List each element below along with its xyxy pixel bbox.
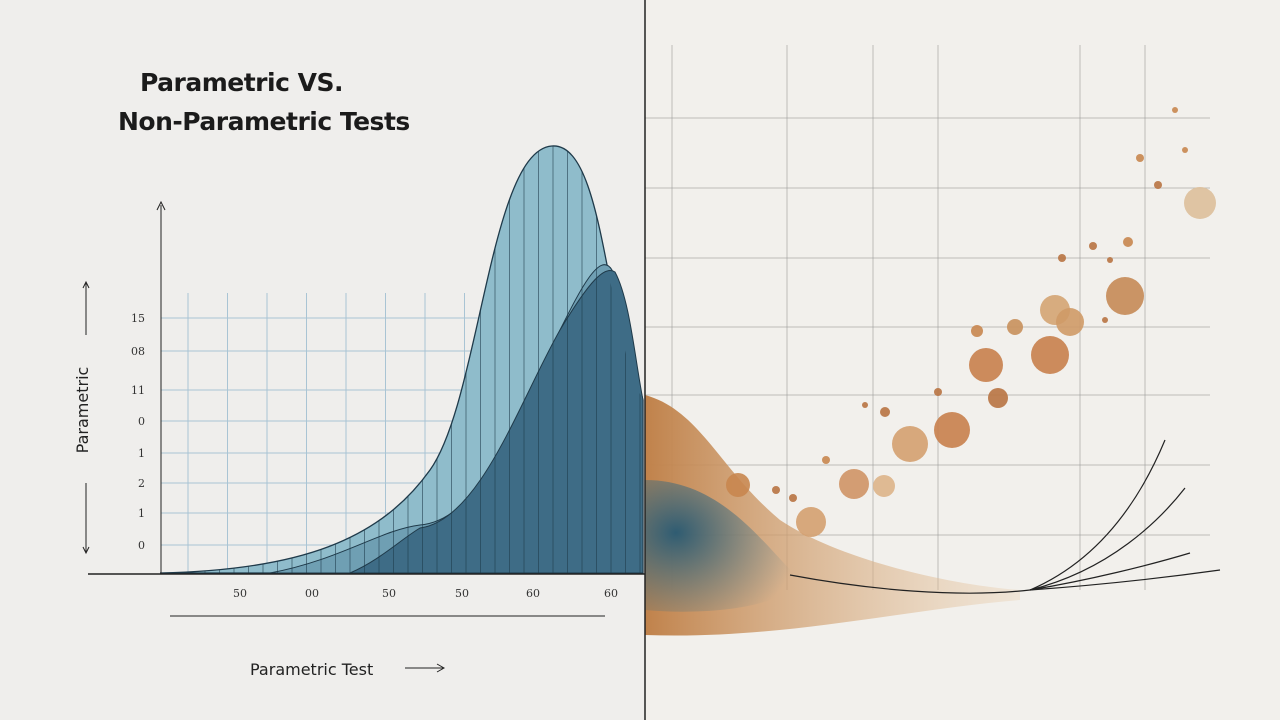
blue-blob (645, 480, 800, 612)
x-axis-label: Parametric Test (250, 660, 373, 679)
x-tick-label: 50 (382, 587, 396, 600)
dot (1007, 319, 1023, 335)
dot (1172, 107, 1178, 113)
y-tick-label: 08 (131, 345, 145, 358)
x-tick-label: 50 (233, 587, 247, 600)
curves (789, 439, 1221, 594)
dot (796, 507, 826, 537)
dot (892, 426, 928, 462)
title-line: Parametric VS. (140, 68, 343, 97)
x-tick-label: 60 (604, 587, 618, 600)
x-tick-label: 50 (455, 587, 469, 600)
dot (1123, 237, 1133, 247)
x-tick-label: 60 (526, 587, 540, 600)
dot (789, 494, 797, 502)
left-grid (161, 293, 486, 573)
dot (1184, 187, 1216, 219)
title-line: Non-Parametric Tests (118, 107, 410, 136)
dot (1182, 147, 1188, 153)
dots (726, 107, 1216, 537)
dot (988, 388, 1008, 408)
dot (1107, 257, 1113, 263)
y-tick-label: 1 (138, 507, 145, 520)
dot (971, 325, 983, 337)
label-arrow-up-head (82, 280, 90, 289)
dot (839, 469, 869, 499)
dot (934, 412, 970, 448)
y-arrow (156, 200, 166, 211)
dot (1136, 154, 1144, 162)
dot (1056, 308, 1084, 336)
dot (873, 475, 895, 497)
y-axis-label: Parametric (73, 367, 92, 454)
y-tick-label: 15 (131, 312, 145, 325)
y-tick-label: 1 (138, 447, 145, 460)
y-tick-label: 2 (138, 477, 145, 490)
x-tick-label: 00 (305, 587, 319, 600)
dot (862, 402, 868, 408)
y-tick-label: 0 (138, 415, 145, 428)
dot (969, 348, 1003, 382)
dot (1102, 317, 1108, 323)
y-tick-label: 0 (138, 539, 145, 552)
dot (772, 486, 780, 494)
dot (934, 388, 942, 396)
dark-curve (349, 270, 644, 574)
dot (1031, 336, 1069, 374)
dot (1106, 277, 1144, 315)
y-tick-label: 11 (131, 384, 145, 397)
dot (822, 456, 830, 464)
dot (726, 473, 750, 497)
label-arrow-down-head (82, 546, 90, 555)
dot (1058, 254, 1066, 262)
dot (1089, 242, 1097, 250)
x-arrow-head (436, 663, 446, 673)
dot (1154, 181, 1162, 189)
dot (880, 407, 890, 417)
